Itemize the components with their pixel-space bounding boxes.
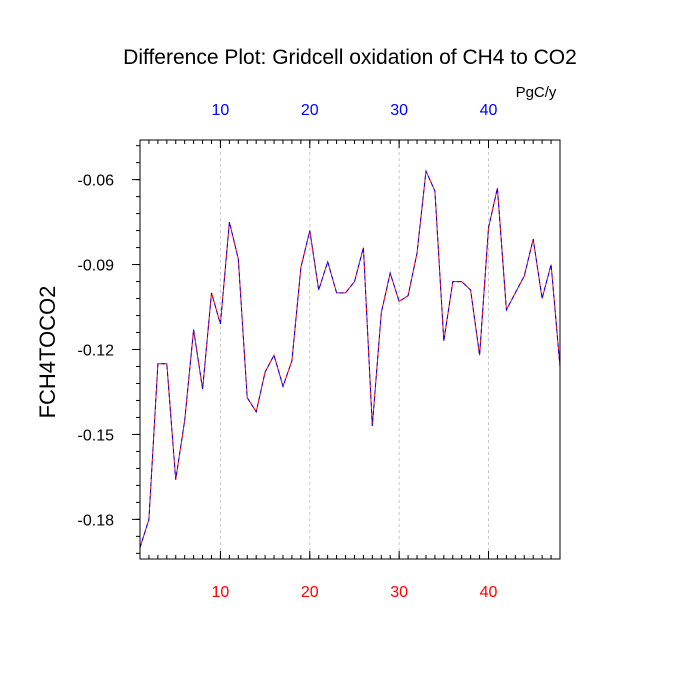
labels-layer: 10 10 20 20 30 30 40 40 -0.06 -0.09 -0.12 -0.15 -0.1… (78, 102, 498, 601)
y-tick-label: -0.15 (78, 427, 115, 444)
series-line-2 (139, 169, 561, 548)
plot-frame (139, 139, 561, 560)
x-tick-label-top: 20 (301, 102, 319, 119)
chart-title: Difference Plot: Gridcell oxidation of C… (123, 46, 577, 69)
y-tick-label: -0.09 (78, 258, 115, 275)
x-tick-label-top: 10 (212, 102, 230, 119)
y-tick-label: -0.06 (78, 173, 115, 190)
x-tick-label-top: 30 (390, 102, 408, 119)
y-tick-label: -0.12 (78, 343, 115, 360)
y-tick-label: -0.18 (78, 512, 115, 529)
x-tick-label-bottom: 30 (390, 584, 408, 601)
x-tick-label-bottom: 40 (480, 584, 498, 601)
x-tick-label-bottom: 20 (301, 584, 319, 601)
grid-layer (219, 140, 490, 559)
series-layer (139, 169, 561, 548)
series-line-1 (139, 169, 561, 548)
x-tick-label-top: 40 (480, 102, 498, 119)
units-label: PgC/y (516, 84, 557, 101)
ticks-layer (132, 140, 561, 559)
x-tick-label-bottom: 10 (212, 584, 230, 601)
y-axis-label: FCH4TOCO2 (35, 286, 60, 419)
